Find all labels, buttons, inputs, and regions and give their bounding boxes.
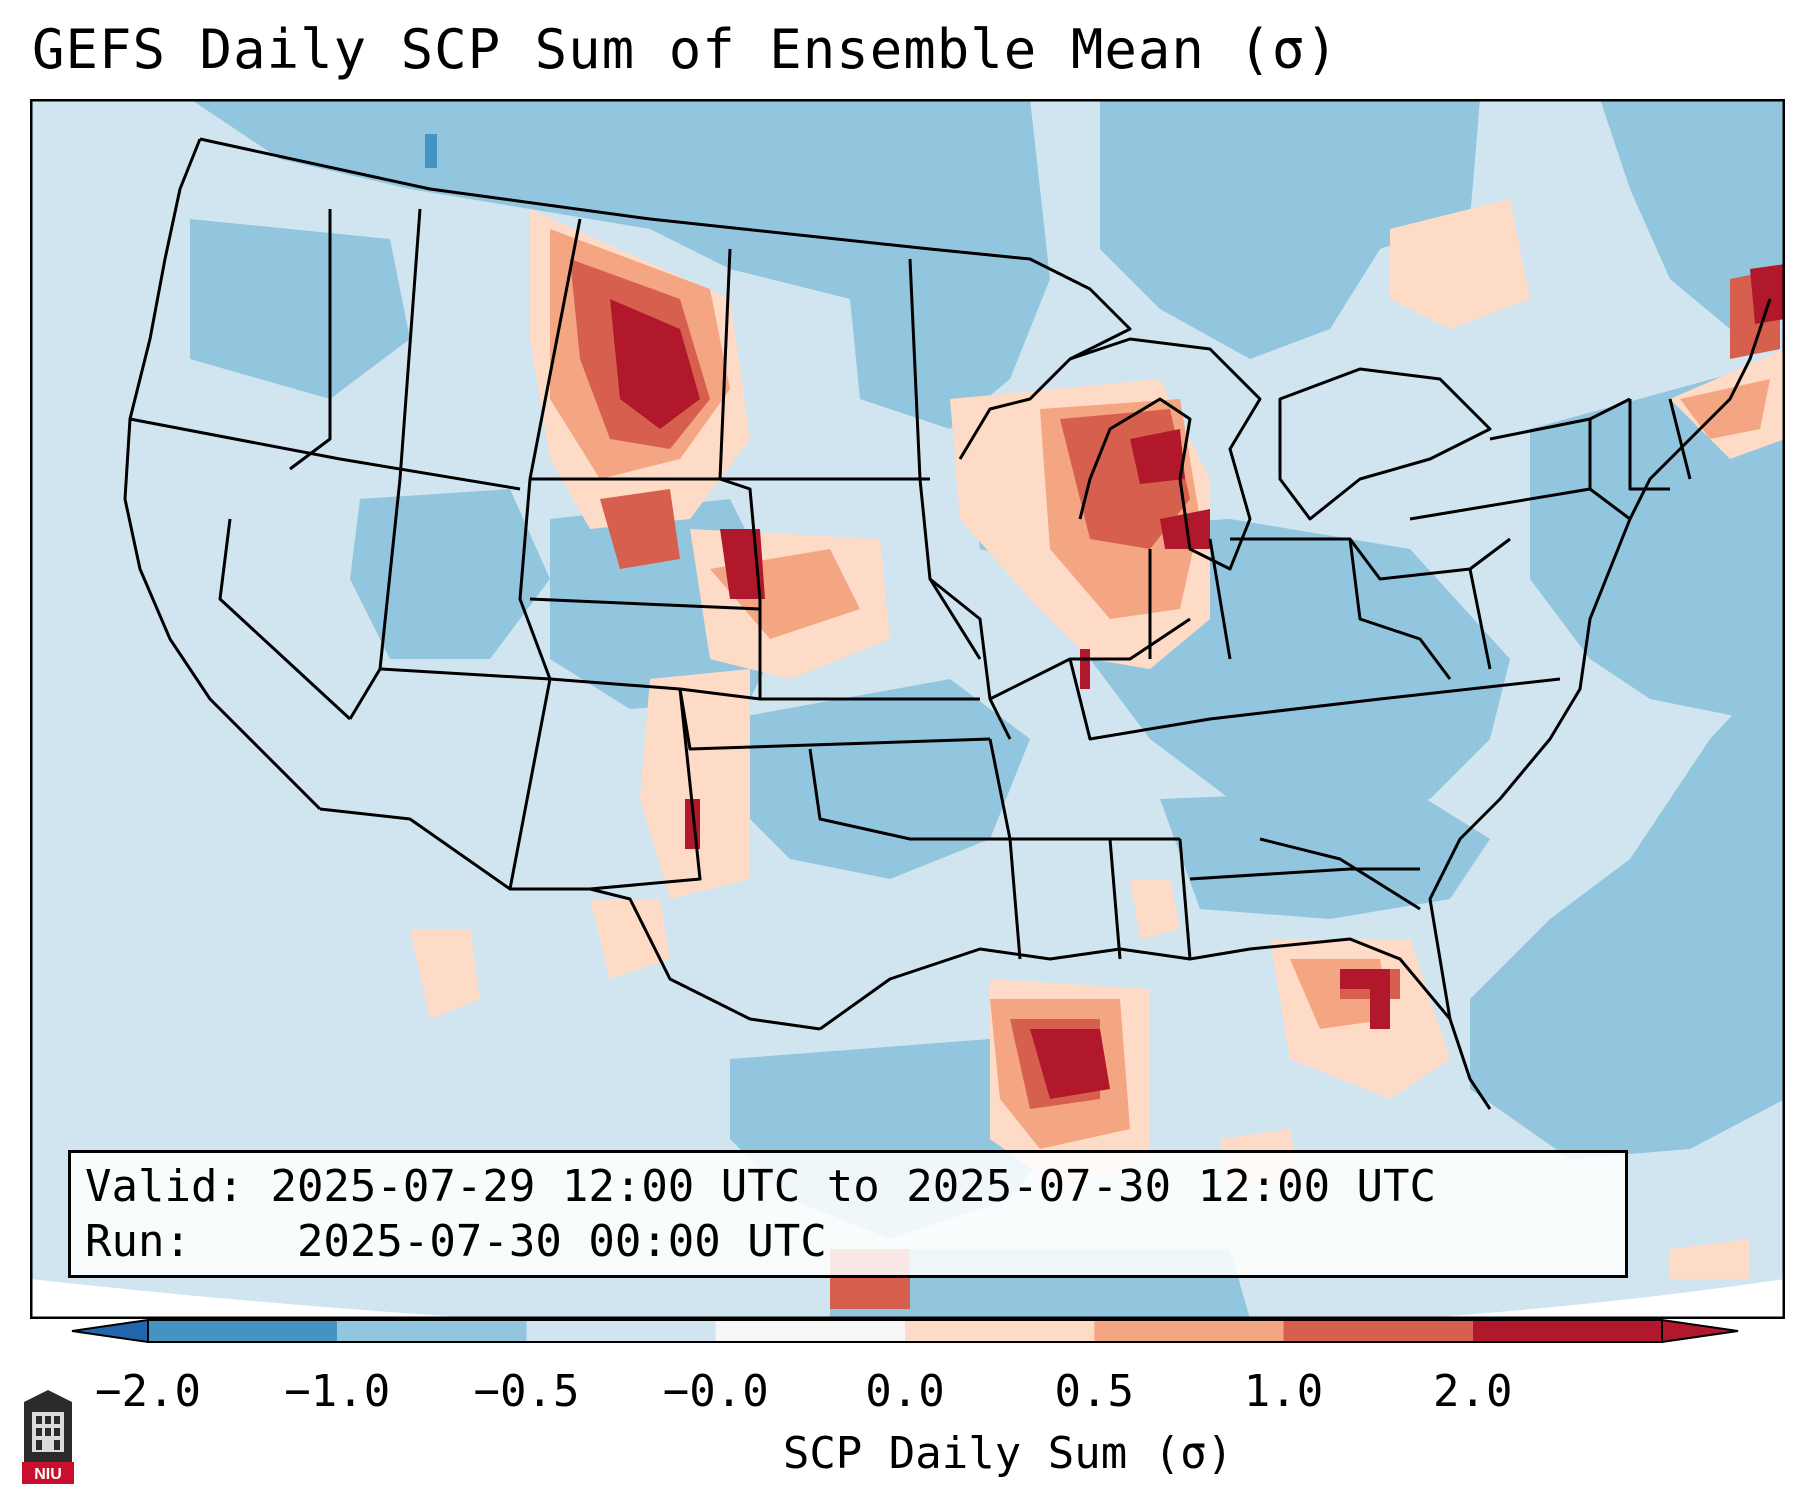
- run-value: 2025-07-30 00:00 UTC: [296, 1216, 827, 1267]
- mexico-border: [319, 807, 821, 1031]
- map-frame: [30, 99, 1785, 1319]
- gulf-coast: [819, 937, 1492, 1110]
- east-coast: [1428, 298, 1772, 1020]
- colorbar-extend-high: [1661, 1318, 1739, 1344]
- colorbar-tick-label: −0.5: [473, 1366, 580, 1417]
- us-canada-border: [199, 137, 1132, 460]
- colorbar-label: SCP Daily Sum (σ): [782, 1428, 1234, 1479]
- valid-value: 2025-07-29 12:00 UTC to 2025-07-30 12:00…: [270, 1161, 1437, 1212]
- colorbar: [71, 1318, 1739, 1344]
- colorbar-tick-label: 0.0: [865, 1366, 945, 1417]
- run-label: Run:: [85, 1216, 191, 1267]
- colorbar-extend-low: [71, 1318, 149, 1344]
- logo-text: NIU: [34, 1466, 62, 1483]
- colorbar-tick-label: −0.0: [662, 1366, 769, 1417]
- colorbar-tick-label: 1.0: [1243, 1366, 1324, 1417]
- colorbar-segment: [526, 1320, 716, 1342]
- colorbar-segment: [148, 1320, 338, 1342]
- colorbar-tick-label: −1.0: [284, 1366, 391, 1417]
- colorbar-segment: [1094, 1320, 1284, 1342]
- colorbar-segment: [1283, 1320, 1473, 1342]
- map-panel: [30, 99, 1785, 1319]
- colorbar-frame: [147, 1319, 1663, 1343]
- political-boundaries: [123, 137, 1772, 1110]
- colorbar-segment: [1472, 1320, 1662, 1342]
- colorbar-segment: [905, 1320, 1095, 1342]
- west-coast: [123, 138, 322, 811]
- great-lakes: [1069, 337, 1262, 571]
- colorbar-tick-label: −2.0: [95, 1366, 201, 1417]
- valid-label: Valid:: [85, 1161, 244, 1212]
- extreme-positive-regions: [610, 264, 1785, 1099]
- colorbar-tick-label: 2.0: [1433, 1366, 1513, 1417]
- colorbar-segment: [337, 1320, 527, 1342]
- niu-logo: NIU: [22, 1390, 74, 1484]
- valid-time-box: Valid: 2025-07-29 12:00 UTC to 2025-07-3…: [68, 1150, 1628, 1278]
- colorbar-tick-label: 0.5: [1054, 1366, 1134, 1417]
- min-anomaly-cell: [425, 134, 437, 168]
- chart-title: GEFS Daily SCP Sum of Ensemble Mean (σ): [32, 18, 1339, 81]
- colorbar-segment: [715, 1320, 905, 1342]
